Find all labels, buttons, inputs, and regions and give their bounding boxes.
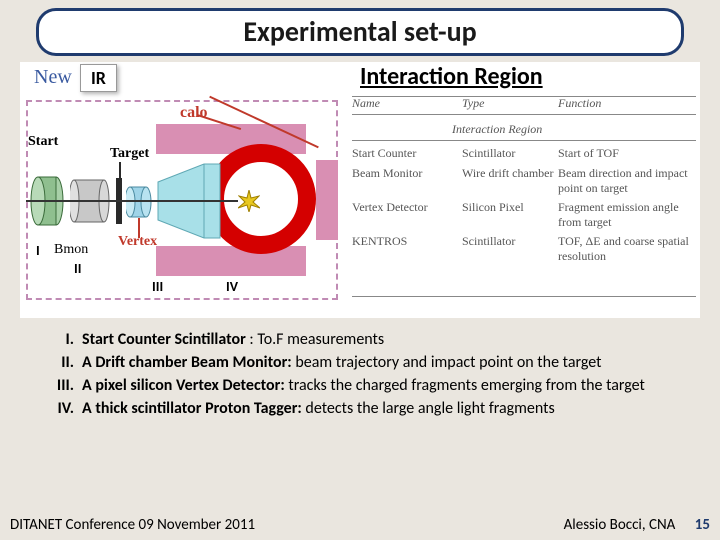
beam-burst-icon [238,190,260,212]
roman-IV: IV [226,278,238,295]
target-leader [119,162,121,180]
table-cell: Start of TOF [558,146,696,161]
bullet-number: IV. [52,399,82,419]
table-header-type: Type [462,96,484,111]
bullet-item: IV.A thick scintillator Proton Tagger: d… [52,399,672,419]
beam-line [26,200,238,202]
ir-box: IR [80,64,117,92]
table-cell: Scintillator [462,146,558,161]
bullet-text: A Drift chamber Beam Monitor: beam traje… [82,353,672,373]
table-cell: Silicon Pixel [462,200,558,215]
calo-label: calo [180,104,208,122]
bullet-text: A thick scintillator Proton Tagger: dete… [82,399,672,419]
bullet-item: II.A Drift chamber Beam Monitor: beam tr… [52,353,672,373]
figure-region: New IR Interaction Region [20,62,700,318]
page-title: Experimental set-up [36,8,684,56]
detector-table: Name Type Function Interaction Region St… [352,96,696,302]
bullet-list: I.Start Counter Scintillator : To.F meas… [52,330,672,422]
roman-III: III [152,278,163,295]
vertex-detector-shape [126,184,152,220]
table-cell: Beam direction and impact point on targe… [558,166,696,196]
footer-right: Alessio Bocci, CNA 15 [564,516,710,534]
vertex-label: Vertex [118,234,157,250]
start-label: Start [28,134,58,150]
table-cell: Fragment emission angle from target [558,200,696,230]
table-cell: KENTROS [352,234,462,249]
table-cell: TOF, ΔE and coarse spatial resolution [558,234,696,264]
bullet-text: A pixel silicon Vertex Detector: tracks … [82,376,672,396]
target-label: Target [110,146,149,162]
footer-conference: DITANET Conference 09 November 2011 [10,516,255,534]
calo-bar-right [316,160,338,240]
bullet-number: I. [52,330,82,350]
bullet-item: I.Start Counter Scintillator : To.F meas… [52,330,672,350]
bmon-label: Bmon [54,242,88,258]
table-cell: Wire drift chamber [462,166,558,181]
roman-II: II [74,260,81,277]
table-cell: Scintillator [462,234,558,249]
bullet-number: III. [52,376,82,396]
table-cell: Start Counter [352,146,462,161]
ir-diagram: calo Start Target Vertex Bmon I II III I… [26,100,346,310]
interaction-region-heading: Interaction Region [360,62,543,91]
table-header-function: Function [558,96,601,111]
table-section: Interaction Region [452,122,542,137]
footer: DITANET Conference 09 November 2011 Ales… [10,516,710,534]
footer-author: Alessio Bocci, CNA [564,516,676,534]
table-cell: Beam Monitor [352,166,462,181]
page-number: 15 [695,516,710,534]
bullet-number: II. [52,353,82,373]
table-cell: Vertex Detector [352,200,462,215]
roman-I: I [36,242,40,259]
new-label: New [34,66,72,89]
bullet-text: Start Counter Scintillator : To.F measur… [82,330,672,350]
calo-bar-bottom [156,246,306,276]
table-header-name: Name [352,96,380,111]
bullet-item: III.A pixel silicon Vertex Detector: tra… [52,376,672,396]
